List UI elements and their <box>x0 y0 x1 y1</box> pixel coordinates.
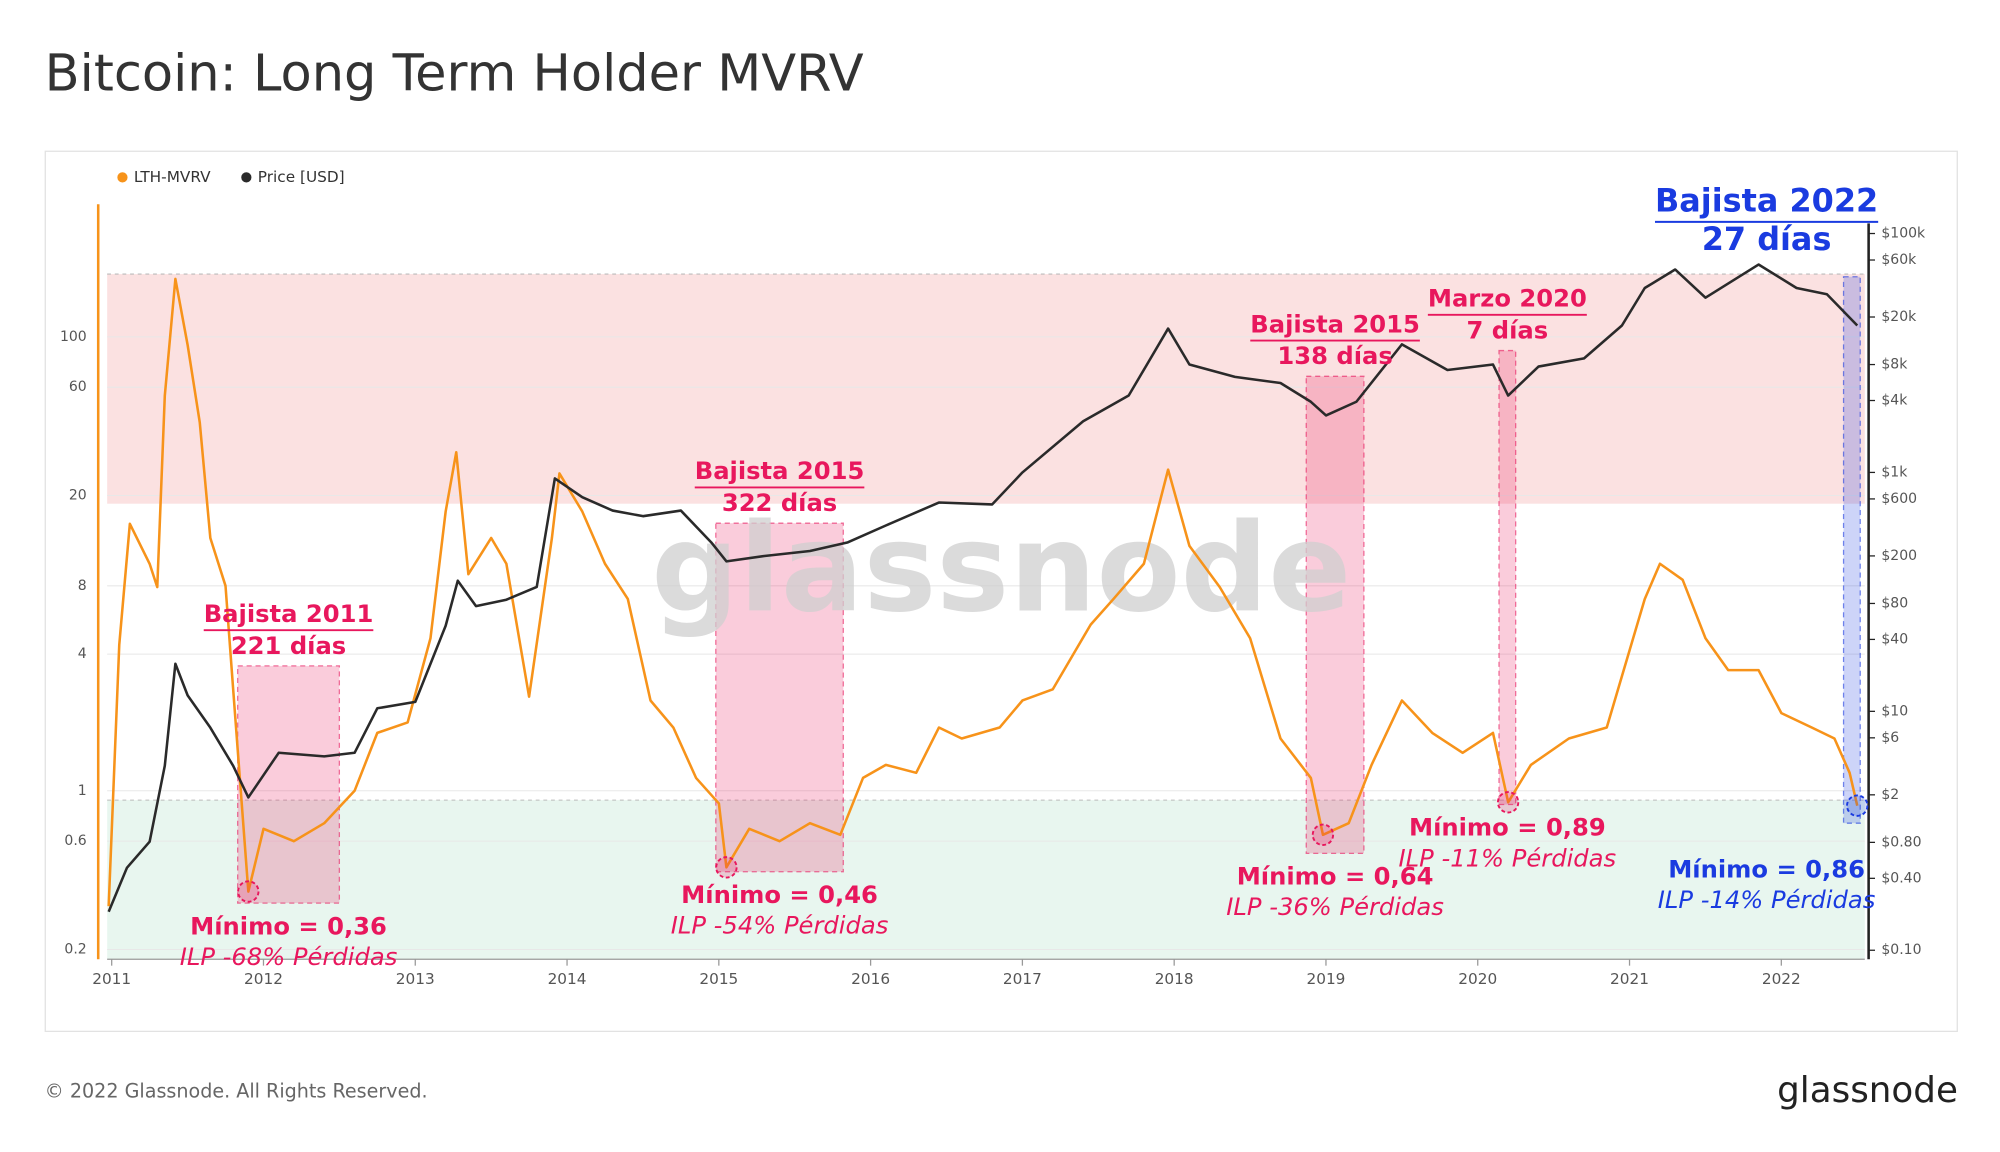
annotation-minimum: Mínimo = 0,64 <box>1237 863 1434 891</box>
y2-tick-label: $60k <box>1881 252 1917 268</box>
annotation-loss: ILP -68% Pérdidas <box>180 943 398 971</box>
y2-tick-label: $10 <box>1881 703 1908 719</box>
minimum-marker <box>237 880 260 903</box>
minimum-marker <box>1846 794 1869 817</box>
x-tick-label: 2013 <box>396 970 435 988</box>
x-tick-label: 2022 <box>1762 970 1801 988</box>
y2-tick-label: $8k <box>1881 357 1908 373</box>
y2-tick-label: $100k <box>1881 226 1926 242</box>
x-tick-label: 2020 <box>1458 970 1497 988</box>
x-tick-label: 2021 <box>1610 970 1649 988</box>
x-tick-label: 2017 <box>1003 970 1042 988</box>
annotation-duration: 221 días <box>231 632 346 660</box>
zone <box>107 800 1865 960</box>
annotation-loss: ILP -11% Pérdidas <box>1399 844 1617 872</box>
highlight-box <box>715 522 844 873</box>
y2-tick-label: $0.10 <box>1881 942 1921 958</box>
annotation-duration: 322 días <box>722 489 837 517</box>
y2-tick-label: $0.80 <box>1881 834 1921 850</box>
annotation-loss: ILP -14% Pérdidas <box>1658 886 1876 914</box>
y2-tick-label: $200 <box>1881 548 1917 564</box>
y2-tick-label: $600 <box>1881 491 1917 507</box>
over-layer: 0.2 0.6 1 4 8 20 60 100 $0.10 $0.40 $0.80 $2 $6 $10 $4… <box>60 168 1926 988</box>
y-tick-label: 0.6 <box>64 833 86 849</box>
y2-tick-label: $1k <box>1881 464 1908 480</box>
annotation-minimum: Mínimo = 0,46 <box>681 881 878 909</box>
annotation-loss: ILP -36% Pérdidas <box>1226 893 1444 921</box>
highlight-box <box>1842 276 1861 824</box>
y2-tick-label: $20k <box>1881 309 1917 325</box>
annotation-duration: 27 días <box>1702 220 1832 258</box>
series-line <box>107 263 1859 913</box>
y2-tick-label: $6 <box>1881 730 1899 746</box>
legend-label: Price [USD] <box>258 168 345 186</box>
y2-tick-label: $80 <box>1881 595 1908 611</box>
y-tick-label: 20 <box>69 487 87 503</box>
zone <box>107 274 1865 504</box>
y-tick-label: 8 <box>78 578 87 594</box>
x-tick-label: 2012 <box>244 970 283 988</box>
legend-marker <box>117 172 128 183</box>
y-tick-label: 100 <box>60 329 87 345</box>
under-layer <box>107 273 1865 960</box>
annotation-duration: 7 días <box>1467 316 1549 344</box>
y2-tick-label: $4k <box>1881 393 1908 409</box>
x-tick-label: 2015 <box>699 970 738 988</box>
minimum-marker <box>1496 791 1520 814</box>
highlight-box <box>1305 375 1365 855</box>
x-tick-label: 2011 <box>92 970 131 988</box>
logo: glassnode <box>1777 1070 1958 1111</box>
y-tick-label: 0.2 <box>64 941 86 957</box>
annotation-duration: 138 días <box>1277 342 1392 370</box>
series-line <box>107 277 1859 907</box>
x-tick-label: 2016 <box>851 970 890 988</box>
annotation-title: Marzo 2020 <box>1428 285 1587 313</box>
y2-tick-label: $40 <box>1881 631 1908 647</box>
x-tick-label: 2019 <box>1306 970 1345 988</box>
chart-frame <box>44 150 1958 1032</box>
chart-title: Bitcoin: Long Term Holder MVRV <box>45 45 864 104</box>
y-tick-label: 1 <box>78 783 87 799</box>
footer: © 2022 Glassnode. All Rights Reserved. <box>45 1079 428 1102</box>
watermark: glassnode <box>651 496 1351 639</box>
y-tick-label: 60 <box>69 379 87 395</box>
annotation-minimum: Mínimo = 0,36 <box>190 912 387 940</box>
minimum-marker <box>1311 823 1335 846</box>
annotation-title: Bajista 2015 <box>1250 310 1420 338</box>
x-tick-label: 2018 <box>1155 970 1194 988</box>
annotation-title: Bajista 2015 <box>695 457 865 485</box>
annotation-minimum: Mínimo = 0,86 <box>1668 855 1865 883</box>
highlight-box <box>1498 349 1517 806</box>
annotation-minimum: Mínimo = 0,89 <box>1409 814 1606 842</box>
x-tick-label: 2014 <box>548 970 587 988</box>
annotation-loss: ILP -54% Pérdidas <box>671 912 889 940</box>
y2-tick-label: $2 <box>1881 787 1899 803</box>
legend-marker <box>241 172 252 183</box>
annotation-title: Bajista 2022 <box>1655 182 1878 220</box>
minimum-marker <box>715 856 738 879</box>
y2-tick-label: $0.40 <box>1881 870 1921 886</box>
legend-label: LTH-MVRV <box>134 168 211 186</box>
y-tick-label: 4 <box>78 646 87 662</box>
annotation-title: Bajista 2011 <box>204 600 374 628</box>
